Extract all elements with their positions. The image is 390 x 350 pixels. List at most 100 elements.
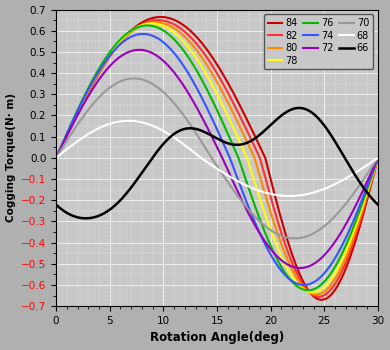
76 (366, 183, 371, 187)
68 (126, 119, 131, 123)
66 (202, 130, 207, 134)
76 (306, 288, 310, 292)
78 (149, 21, 154, 26)
74 (301, 283, 306, 287)
84 (54, 156, 58, 160)
78 (202, 69, 207, 73)
X-axis label: Rotation Angle(deg): Rotation Angle(deg) (150, 331, 284, 344)
84 (319, 298, 324, 302)
66 (297, 106, 301, 110)
74 (307, 282, 312, 286)
76 (367, 182, 371, 187)
82 (202, 51, 207, 56)
70 (367, 169, 371, 174)
82 (376, 156, 380, 160)
84 (70, 121, 75, 126)
Line: 74: 74 (56, 34, 378, 285)
72 (137, 48, 142, 52)
84 (307, 290, 312, 294)
68 (367, 162, 371, 166)
74 (141, 32, 145, 36)
68 (307, 191, 312, 196)
78 (54, 156, 58, 160)
78 (310, 290, 315, 294)
74 (366, 180, 371, 184)
78 (366, 185, 371, 189)
70 (307, 233, 312, 237)
76 (376, 156, 380, 160)
70 (131, 76, 136, 80)
66 (366, 193, 371, 197)
78 (70, 120, 75, 124)
84 (202, 44, 207, 48)
68 (54, 156, 58, 160)
Legend: 84, 82, 80, 78, 76, 74, 72, 70, 68, 66: 84, 82, 80, 78, 76, 74, 72, 70, 68, 66 (264, 14, 373, 70)
80 (367, 187, 371, 191)
70 (366, 170, 371, 174)
68 (202, 158, 207, 162)
74 (70, 119, 75, 124)
82 (317, 295, 321, 299)
78 (367, 185, 371, 189)
82 (156, 18, 160, 22)
84 (158, 15, 163, 19)
68 (366, 162, 371, 166)
78 (307, 290, 312, 294)
76 (54, 156, 58, 160)
66 (210, 134, 215, 138)
80 (307, 290, 312, 295)
84 (367, 191, 371, 195)
Line: 78: 78 (56, 23, 378, 292)
66 (54, 203, 58, 207)
70 (70, 130, 75, 134)
80 (366, 187, 371, 191)
Line: 82: 82 (56, 20, 378, 297)
80 (70, 121, 75, 125)
66 (367, 193, 371, 197)
74 (367, 180, 371, 184)
76 (145, 23, 149, 28)
72 (307, 264, 312, 268)
68 (287, 194, 292, 198)
Line: 80: 80 (56, 22, 378, 294)
76 (210, 99, 215, 103)
72 (367, 176, 371, 180)
Line: 84: 84 (56, 17, 378, 300)
72 (54, 156, 58, 160)
Line: 68: 68 (56, 121, 378, 196)
70 (292, 236, 297, 240)
68 (210, 164, 215, 168)
76 (202, 82, 207, 86)
82 (367, 189, 371, 193)
80 (314, 292, 319, 296)
70 (54, 156, 58, 160)
82 (54, 156, 58, 160)
Y-axis label: Cogging Torque(N· m): Cogging Torque(N· m) (5, 93, 16, 222)
76 (307, 288, 312, 292)
70 (210, 158, 215, 162)
82 (70, 121, 75, 126)
Line: 66: 66 (56, 108, 378, 218)
78 (376, 156, 380, 160)
72 (366, 176, 371, 180)
84 (366, 192, 371, 196)
66 (70, 214, 75, 218)
74 (376, 156, 380, 160)
74 (54, 156, 58, 160)
72 (376, 156, 380, 160)
72 (202, 119, 207, 124)
82 (307, 290, 312, 295)
66 (376, 203, 380, 207)
80 (54, 156, 58, 160)
Line: 72: 72 (56, 50, 378, 268)
68 (70, 143, 75, 147)
72 (70, 123, 75, 127)
74 (210, 118, 215, 122)
70 (202, 144, 207, 148)
82 (366, 189, 371, 194)
74 (202, 100, 207, 105)
80 (153, 20, 158, 24)
78 (210, 84, 215, 88)
80 (376, 156, 380, 160)
82 (210, 64, 215, 68)
